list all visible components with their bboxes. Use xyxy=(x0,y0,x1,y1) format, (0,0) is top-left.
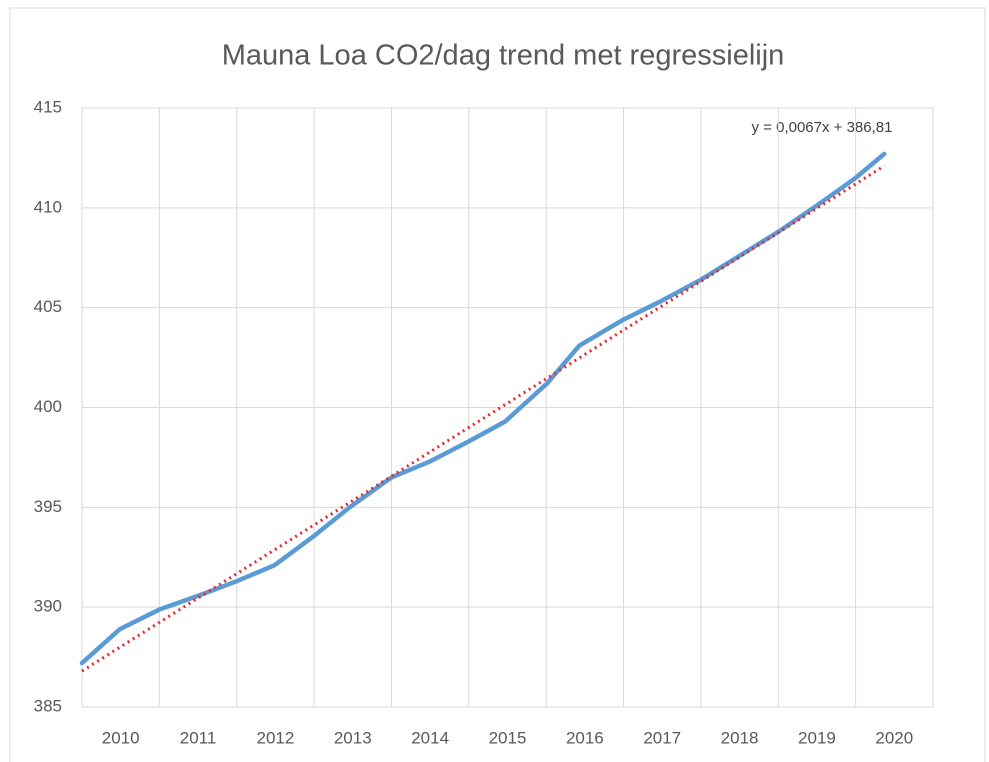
x-tick-label: 2014 xyxy=(411,728,449,747)
x-tick-label: 2011 xyxy=(180,728,217,747)
y-tick-label: 410 xyxy=(34,197,62,216)
data-line xyxy=(79,151,887,666)
x-tick-label: 2013 xyxy=(334,728,372,747)
x-tick-label: 2018 xyxy=(721,728,759,747)
y-tick-label: 385 xyxy=(34,696,62,715)
data-line xyxy=(81,164,886,673)
trend-equation: y = 0,0067x + 386,81 xyxy=(752,119,893,136)
x-tick-label: 2020 xyxy=(875,728,913,747)
y-tick-label: 415 xyxy=(34,97,62,116)
x-tick-label: 2015 xyxy=(489,728,527,747)
y-tick-label: 395 xyxy=(34,497,62,516)
x-tick-label: 2019 xyxy=(798,728,836,747)
y-tick-label: 390 xyxy=(34,597,62,616)
x-tick-label: 2010 xyxy=(102,728,140,747)
chart-frame xyxy=(9,7,986,762)
x-tick-label: 2012 xyxy=(256,728,294,747)
plot-border xyxy=(81,107,934,708)
x-tick-label: 2016 xyxy=(566,728,604,747)
y-tick-label: 400 xyxy=(34,397,62,416)
x-tick-label: 2017 xyxy=(643,728,681,747)
chart-title: Mauna Loa CO2/dag trend met regressielij… xyxy=(222,40,785,72)
y-tick-label: 405 xyxy=(34,297,62,316)
